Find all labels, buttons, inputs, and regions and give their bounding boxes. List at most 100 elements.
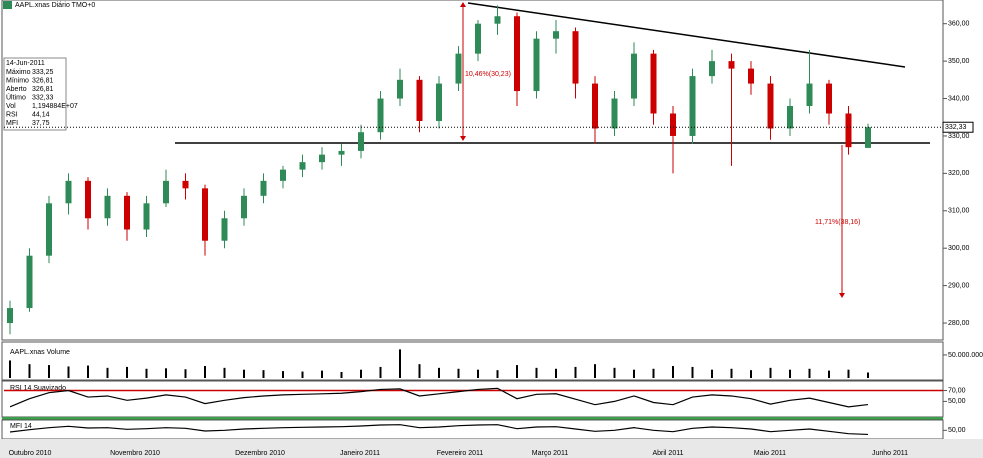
y-tick-label: 330,00 bbox=[948, 133, 970, 140]
candle-body bbox=[7, 308, 13, 324]
last-price-label: 332,33 bbox=[945, 124, 967, 131]
indicator-line bbox=[9, 424, 869, 436]
x-month-label: Maio 2011 bbox=[754, 450, 786, 457]
volume-bar bbox=[67, 366, 70, 378]
volume-bar bbox=[789, 369, 791, 378]
candle-body bbox=[572, 31, 579, 84]
volume-bar bbox=[574, 366, 577, 378]
volume-bar bbox=[321, 370, 323, 378]
candle-body bbox=[475, 23, 481, 54]
info-label: Mínimo bbox=[6, 77, 29, 84]
info-value: 326,81 bbox=[32, 86, 54, 93]
volume-bar bbox=[496, 370, 499, 378]
panel-title: MFI 14 bbox=[10, 423, 32, 430]
y-tick-label: 50,00 bbox=[948, 427, 966, 434]
volume-bar bbox=[48, 365, 50, 378]
volume-bar bbox=[379, 366, 382, 378]
candle-body bbox=[689, 76, 696, 136]
x-month-label: Dezembro 2010 bbox=[235, 450, 285, 457]
chart-header: AAPL.xnas Diário TMO+0 bbox=[15, 2, 95, 9]
candle-body bbox=[845, 113, 852, 148]
candle-body bbox=[436, 83, 442, 121]
volume-bar bbox=[165, 368, 167, 378]
candle-body bbox=[260, 180, 267, 196]
candle-body bbox=[767, 83, 774, 129]
candle-body bbox=[202, 188, 208, 241]
last-price-box bbox=[942, 121, 974, 133]
volume-bar bbox=[106, 367, 109, 378]
volume-bar bbox=[847, 369, 850, 378]
info-label: Vol bbox=[6, 103, 16, 110]
x-month-label: Novembro 2010 bbox=[110, 450, 160, 457]
y-tick-label: 70,00 bbox=[948, 387, 966, 394]
candle-body bbox=[338, 150, 345, 155]
y-tick-label: 340,00 bbox=[948, 95, 970, 102]
info-label: Aberto bbox=[6, 86, 27, 93]
candle-body bbox=[299, 162, 306, 170]
volume-bar bbox=[535, 367, 538, 378]
volume-bar bbox=[808, 368, 811, 378]
volume-bar bbox=[262, 370, 265, 378]
candle-body bbox=[494, 16, 501, 24]
info-rows: 14-Jun-2011 bbox=[6, 60, 45, 67]
candle-body bbox=[358, 132, 364, 151]
candle-body bbox=[748, 68, 754, 84]
candle-body bbox=[124, 195, 130, 230]
candle-body bbox=[280, 169, 286, 181]
indicator-line bbox=[9, 387, 869, 408]
symbol-icon bbox=[3, 1, 12, 9]
candle-body bbox=[182, 180, 189, 189]
x-month-label: Outubro 2010 bbox=[9, 450, 52, 457]
candle-body bbox=[163, 180, 169, 204]
candle-body bbox=[65, 180, 72, 204]
volume-bar bbox=[477, 369, 479, 378]
candle-body bbox=[670, 113, 676, 136]
volume-bar bbox=[691, 366, 694, 378]
x-axis-bar bbox=[0, 439, 983, 458]
candle-body bbox=[104, 195, 111, 219]
info-box bbox=[3, 57, 67, 131]
volume-bar bbox=[730, 368, 733, 378]
y-tick-label: 50,00 bbox=[948, 398, 966, 405]
info-value: 332,33 bbox=[32, 94, 54, 101]
x-month-label: Junho 2011 bbox=[872, 450, 908, 457]
candle-body bbox=[319, 154, 325, 163]
volume-bar bbox=[555, 368, 557, 378]
candle-body bbox=[553, 31, 559, 39]
volume-bar bbox=[301, 371, 304, 378]
volume-bar bbox=[126, 366, 128, 378]
candle-body bbox=[533, 38, 540, 92]
candle-body bbox=[709, 61, 715, 77]
annotation: 10,46%(30,23) bbox=[465, 71, 511, 78]
y-tick-label: 360,00 bbox=[948, 21, 970, 28]
panel-title: AAPL.xnas Volume bbox=[10, 349, 70, 356]
candle-body bbox=[455, 53, 462, 84]
x-month-label: Fevereiro 2011 bbox=[437, 450, 484, 457]
volume-bar bbox=[867, 372, 869, 378]
volume-bar bbox=[243, 369, 245, 378]
candle-body bbox=[377, 98, 384, 133]
volume-bar bbox=[184, 369, 187, 378]
volume-bar bbox=[204, 366, 206, 378]
panel-separator bbox=[2, 417, 943, 420]
info-label: Máximo bbox=[6, 69, 31, 76]
y-tick-label: 310,00 bbox=[948, 208, 970, 215]
volume-bar bbox=[340, 372, 343, 378]
candle-body bbox=[241, 195, 247, 219]
volume-bar bbox=[418, 364, 421, 378]
volume-bar bbox=[652, 368, 655, 378]
x-month-label: Março 2011 bbox=[532, 450, 569, 457]
volume-bar bbox=[457, 368, 460, 378]
price-panel bbox=[1, 0, 944, 341]
volume-bar bbox=[633, 369, 635, 378]
volume-bar bbox=[438, 367, 440, 378]
candle-body bbox=[592, 83, 598, 129]
y-tick-label: 50.000.000 bbox=[948, 352, 983, 359]
candle-body bbox=[26, 255, 33, 309]
y-tick-label: 290,00 bbox=[948, 282, 970, 289]
volume-bar bbox=[9, 360, 11, 378]
volume-bar bbox=[613, 367, 616, 378]
volume-bar bbox=[28, 364, 31, 378]
info-value: 44,14 bbox=[32, 111, 50, 118]
